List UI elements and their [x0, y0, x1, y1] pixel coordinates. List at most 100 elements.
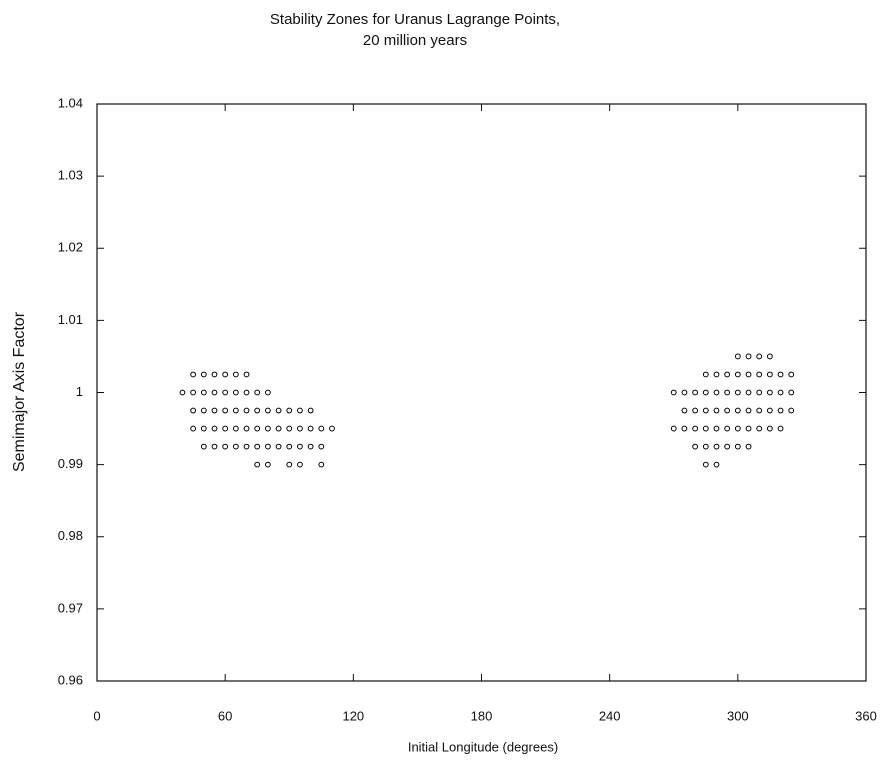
point: [734, 425, 741, 432]
point: [243, 443, 250, 450]
x-tick-label: 300: [727, 708, 749, 723]
point: [211, 425, 218, 432]
point: [713, 407, 720, 414]
point: [692, 407, 699, 414]
point: [179, 389, 186, 396]
point: [734, 443, 741, 450]
point: [200, 371, 207, 378]
point: [777, 389, 784, 396]
point: [190, 371, 197, 378]
x-axis-label: Initial Longitude (degrees): [408, 739, 558, 754]
point: [745, 389, 752, 396]
y-tick-label: 1: [76, 384, 83, 399]
point: [200, 443, 207, 450]
x-tick-label: 0: [93, 708, 100, 723]
point: [297, 407, 303, 414]
point: [243, 407, 250, 414]
point: [734, 407, 741, 414]
point: [756, 407, 763, 414]
point: [254, 407, 261, 414]
point: [297, 425, 303, 432]
point: [254, 389, 261, 396]
point: [222, 425, 229, 432]
point: [702, 425, 709, 432]
point: [713, 389, 720, 396]
point: [734, 371, 741, 378]
point: [734, 353, 741, 360]
point: [232, 389, 239, 396]
point: [724, 407, 731, 414]
y-tick-label: 0.99: [58, 456, 83, 471]
point: [232, 407, 239, 414]
point: [232, 443, 239, 450]
y-tick-label: 1.04: [58, 95, 83, 110]
point: [713, 371, 720, 378]
point: [222, 389, 229, 396]
point: [724, 389, 731, 396]
point: [745, 353, 752, 360]
point: [211, 389, 218, 396]
point: [692, 389, 699, 396]
point: [734, 389, 741, 396]
point: [222, 371, 229, 378]
point: [766, 407, 773, 414]
point: [200, 389, 207, 396]
point: [264, 389, 271, 396]
point: [702, 443, 709, 450]
point: [286, 443, 293, 450]
point: [318, 443, 325, 450]
point: [702, 461, 709, 468]
y-tick-label: 1.02: [58, 240, 83, 255]
point: [190, 389, 197, 396]
point: [681, 425, 688, 432]
point: [766, 371, 773, 378]
point: [681, 389, 688, 396]
point: [211, 407, 218, 414]
point: [788, 371, 795, 378]
point: [190, 407, 197, 414]
point: [777, 407, 784, 414]
point: [254, 443, 261, 450]
point: [702, 407, 709, 414]
point: [702, 389, 709, 396]
point: [254, 425, 261, 432]
point: [713, 461, 720, 468]
point: [724, 371, 731, 378]
point: [297, 443, 303, 450]
y-tick-label: 0.96: [58, 672, 83, 687]
point: [243, 371, 250, 378]
point: [692, 425, 699, 432]
point: [264, 443, 271, 450]
x-tick-label: 240: [599, 708, 621, 723]
y-tick-label: 0.98: [58, 528, 83, 543]
point: [724, 443, 731, 450]
point: [756, 353, 763, 360]
point: [264, 461, 271, 468]
point: [275, 443, 282, 450]
point: [297, 461, 303, 468]
point: [275, 407, 282, 414]
point: [307, 443, 314, 450]
point: [222, 443, 229, 450]
point: [670, 425, 677, 432]
y-tick-label: 0.97: [58, 600, 83, 615]
point: [307, 425, 314, 432]
point: [318, 425, 325, 432]
point: [190, 425, 197, 432]
point: [745, 443, 752, 450]
point: [286, 407, 293, 414]
point: [745, 371, 752, 378]
point: [713, 443, 720, 450]
point: [777, 371, 784, 378]
point: [692, 443, 699, 450]
point: [200, 407, 207, 414]
y-tick-label: 1.01: [58, 312, 83, 327]
point: [724, 425, 731, 432]
point: [329, 425, 335, 432]
point: [286, 461, 293, 468]
point: [670, 389, 677, 396]
point: [745, 425, 752, 432]
point: [766, 353, 773, 360]
point: [307, 407, 314, 414]
